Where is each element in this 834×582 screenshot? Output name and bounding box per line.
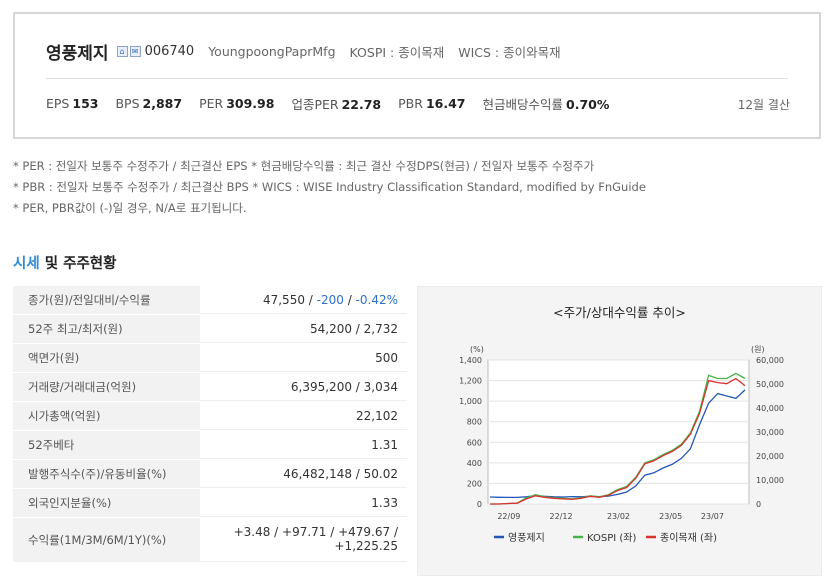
row-label: 외국인지분율(%) <box>13 489 200 517</box>
wics-classification: WICS : 종이와목재 <box>458 44 561 60</box>
x-tick-label: 23/07 <box>701 512 724 521</box>
metric-pbr: PBR 16.47 <box>398 96 466 111</box>
right-tick-label: 10,000 <box>756 476 784 485</box>
price-chart-panel: <주가/상대수익률 추이> 0 200 400 600 800 1,000 1,200 1,4… <box>417 286 822 576</box>
right-tick-label: 60,000 <box>756 356 784 365</box>
settlement-month: 12월 결산 <box>737 98 790 112</box>
row-label: 거래량/거래대금(억원) <box>13 373 200 401</box>
right-tick-label: 0 <box>756 500 761 509</box>
row-value: 46,482,148 / 50.02 <box>200 460 407 488</box>
price-relative-return-chart: 0 200 400 600 800 1,000 1,200 1,400 0 10,000 20,00… <box>459 345 784 544</box>
left-tick-label: 1,000 <box>459 397 482 406</box>
metric-eps: EPS 153 <box>46 96 99 111</box>
metrics-row: EPS 153 BPS 2,887 PER 309.98 업종PER 22.78 PBR… <box>46 94 626 113</box>
left-tick-label: 800 <box>467 418 482 427</box>
chart-title: <주가/상대수익률 추이> <box>553 305 686 320</box>
home-icon[interactable]: ⌂ <box>116 45 128 57</box>
table-row: 외국인지분율(%) 1.33 <box>13 489 407 518</box>
row-value: +3.48 / +97.71 / +479.67 / +1,225.25 <box>200 518 407 562</box>
row-label: 발행주식수(주)/유동비율(%) <box>13 460 200 488</box>
row-label: 시가총액(억원) <box>13 402 200 430</box>
price-change-rate: -0.42% <box>355 292 398 307</box>
right-tick-label: 30,000 <box>756 428 784 437</box>
x-tick-label: 22/12 <box>550 512 573 521</box>
metric-dividend-yield: 현금배당수익률 0.70% <box>482 97 610 112</box>
english-name: YoungpoongPaprMfg <box>208 43 336 59</box>
metric-per: PER 309.98 <box>199 96 275 111</box>
series-line-2 <box>490 377 746 505</box>
row-value: 1.33 <box>200 489 407 517</box>
x-tick-label: 22/09 <box>497 512 520 521</box>
row-value: 54,200 / 2,732 <box>200 315 407 343</box>
right-axis-unit: (원) <box>751 345 765 354</box>
left-tick-label: 200 <box>467 479 482 488</box>
company-header: 영풍제지 ⌂ ✉ 006740 YoungpoongPaprMfg KOSPI … <box>46 38 575 64</box>
row-label: 액면가(원) <box>13 344 200 372</box>
table-row: 액면가(원) 500 <box>13 344 407 373</box>
footnote: * PBR : 전일자 보통주 수정주가 / 최근결산 BPS * WICS :… <box>13 180 646 194</box>
stock-code: 006740 <box>144 43 195 59</box>
left-axis-unit: (%) <box>470 345 484 354</box>
table-row: 52주 최고/최저(원) 54,200 / 2,732 <box>13 315 407 344</box>
row-value: 1.31 <box>200 431 407 459</box>
table-row: 거래량/거래대금(억원) 6,395,200 / 3,034 <box>13 373 407 402</box>
x-tick-label: 23/05 <box>659 512 682 521</box>
company-summary-card: 영풍제지 ⌂ ✉ 006740 YoungpoongPaprMfg KOSPI … <box>13 12 821 139</box>
right-tick-label: 40,000 <box>756 404 784 413</box>
legend-label: 영풍제지 <box>508 532 545 544</box>
table-row: 종가(원)/전일대비/수익률 47,550 / -200 / -0.42% <box>13 286 407 315</box>
legend-label: 종이목재 (좌) <box>660 532 717 544</box>
price-change: -200 <box>316 292 344 307</box>
plot-area <box>487 359 750 505</box>
table-row: 시가총액(억원) 22,102 <box>13 402 407 431</box>
row-label: 수익률(1M/3M/6M/1Y)(%) <box>13 518 200 562</box>
table-row: 52주베타 1.31 <box>13 431 407 460</box>
left-tick-label: 600 <box>467 438 482 447</box>
x-tick-label: 23/02 <box>607 512 630 521</box>
footnote: * PER : 전일자 보통주 수정주가 / 최근결산 EPS * 현금배당수익… <box>13 159 595 173</box>
market-data-table: 종가(원)/전일대비/수익률 47,550 / -200 / -0.42% 52… <box>13 286 407 578</box>
left-tick-label: 400 <box>467 459 482 468</box>
footnotes: * PER : 전일자 보통주 수정주가 / 최근결산 EPS * 현금배당수익… <box>13 156 646 219</box>
market-classification: KOSPI : 종이목재 <box>349 44 445 60</box>
left-tick-label: 0 <box>477 500 482 509</box>
metric-bps: BPS 2,887 <box>115 96 183 111</box>
left-tick-label: 1,200 <box>459 377 482 386</box>
row-value: 6,395,200 / 3,034 <box>200 373 407 401</box>
row-label: 종가(원)/전일대비/수익률 <box>13 286 200 314</box>
row-label: 52주베타 <box>13 431 200 459</box>
left-tick-label: 1,400 <box>459 356 482 365</box>
metric-industry-per: 업종PER 22.78 <box>291 97 382 112</box>
row-value: 500 <box>200 344 407 372</box>
legend-label: KOSPI (좌) <box>587 532 636 544</box>
right-tick-label: 20,000 <box>756 452 784 461</box>
footnote: * PER, PBR값이 (-)일 경우, N/A로 표기됩니다. <box>13 201 247 215</box>
company-name: 영풍제지 <box>46 43 109 64</box>
mail-icon[interactable]: ✉ <box>129 45 141 57</box>
right-tick-label: 50,000 <box>756 380 784 389</box>
table-row: 수익률(1M/3M/6M/1Y)(%) +3.48 / +97.71 / +47… <box>13 518 407 563</box>
row-label: 52주 최고/최저(원) <box>13 315 200 343</box>
row-value: 47,550 / -200 / -0.42% <box>200 286 407 314</box>
divider <box>46 78 788 79</box>
series-line-1 <box>490 372 746 505</box>
table-row: 발행주식수(주)/유동비율(%) 46,482,148 / 50.02 <box>13 460 407 489</box>
section-title: 시세 및 주주현황 <box>13 256 117 272</box>
row-value: 22,102 <box>200 402 407 430</box>
